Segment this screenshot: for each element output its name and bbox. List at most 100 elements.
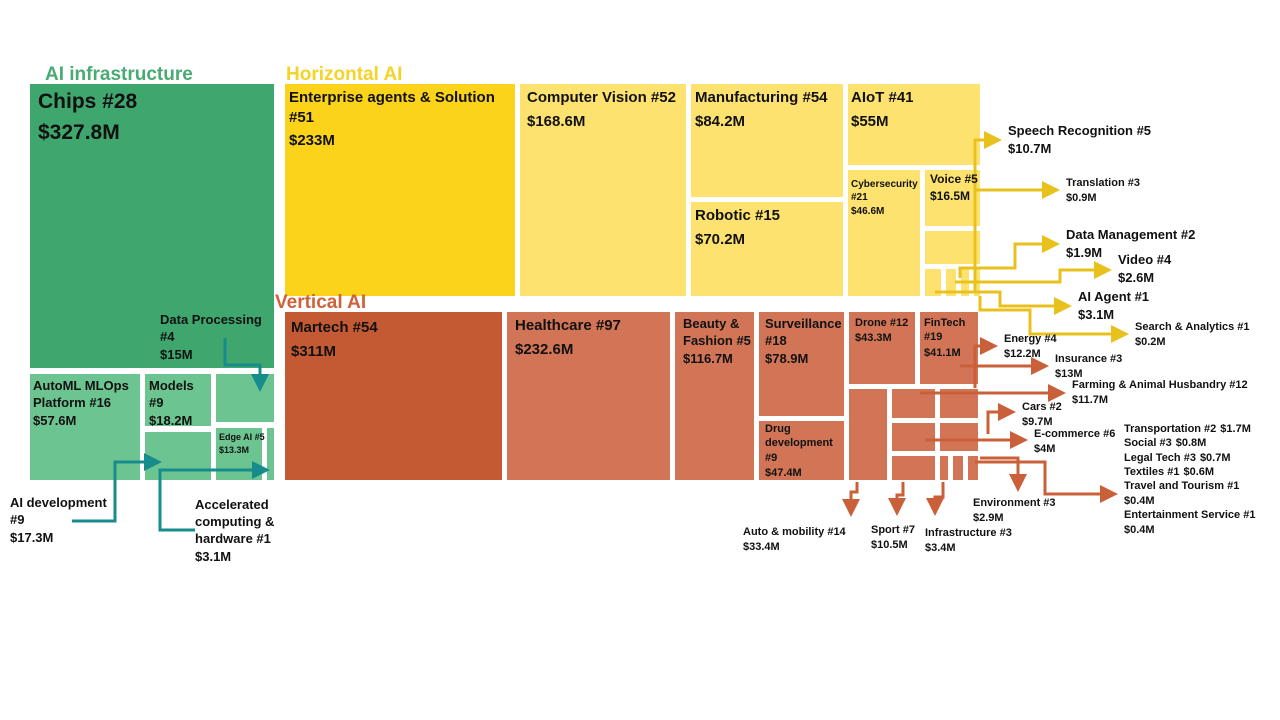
treemap-cell [846, 168, 922, 298]
node-name: Martech #54 [291, 319, 378, 336]
node-value: $2.6M [1118, 269, 1155, 285]
arrow [888, 482, 906, 516]
arrow [158, 461, 270, 532]
node-label: Auto & mobility #14 $33.4M [743, 525, 873, 555]
treemap-cell [938, 421, 980, 453]
arrow [986, 403, 1016, 434]
node-name: AI Agent #1 [1078, 289, 1150, 304]
node-name: AIoT #41 [851, 89, 914, 106]
node-value: $18.2M [149, 412, 193, 428]
node-value: $3.1M [195, 548, 232, 564]
node-value: $17.3M [10, 529, 54, 545]
node-label: FinTech #19 $41.1M [924, 316, 979, 360]
node-value: $46.6M [851, 206, 885, 217]
arrow [973, 181, 1060, 286]
node-value: $0.7M [1199, 452, 1231, 464]
node-name: Chips #28 [38, 90, 138, 113]
node-label: Video #4 $2.6M [1118, 252, 1198, 287]
arrow [955, 261, 1112, 284]
node-value: $0.6M [1183, 466, 1215, 478]
node-value: $70.2M [695, 230, 746, 248]
arrow [973, 337, 998, 388]
treemap-cell [923, 229, 982, 266]
node-label: AIoT #41 $55M [851, 88, 981, 131]
arrow [935, 290, 1072, 315]
node-name: Robotic #15 [695, 207, 781, 224]
node-label: Environment #3 $2.9M [973, 496, 1083, 526]
node-name: Surveillance #18 [765, 316, 842, 348]
treemap-cell [214, 372, 276, 424]
node-label: E-commerce #6 $4M [1034, 427, 1134, 457]
treemap-cell [846, 82, 982, 167]
node-label: Drone #12 $43.3M [855, 316, 915, 346]
node-label: Chips #28 $327.8M [38, 88, 268, 147]
node-name: Sport #7 [871, 524, 916, 536]
treemap-cell [890, 421, 937, 453]
treemap-cell [689, 82, 845, 199]
node-name: Voice #5 [930, 172, 978, 186]
node-value: $327.8M [38, 121, 120, 145]
node-value: $78.9M [765, 350, 809, 366]
node-label: Surveillance #18 $78.9M [765, 316, 855, 368]
treemap-cell [505, 310, 672, 482]
node-value: $15M [160, 346, 193, 362]
node-name: Entertainment Service #1 [1124, 509, 1256, 521]
node-value: $1.7M [1220, 423, 1251, 435]
node-name: Travel and Tourism #1 [1124, 480, 1240, 492]
node-value: $41.1M [924, 346, 961, 359]
node-label: Accelerated computing & hardware #1 $3.1M [195, 497, 285, 566]
arrow [975, 460, 1118, 503]
node-name: Manufacturing #54 [695, 89, 828, 106]
node-label: Entertainment Service #1 $0.4M [1124, 508, 1280, 538]
node-value: $33.4M [743, 541, 780, 554]
node-value: $55M [851, 112, 889, 130]
node-label: Travel and Tourism #1 $0.4M [1124, 479, 1274, 509]
arrow [980, 456, 1027, 492]
node-value: $0.2M [1135, 336, 1166, 349]
node-value: $11.7M [1072, 394, 1109, 407]
node-name: Infrastructure #3 [925, 527, 1012, 539]
node-name: Social #3 [1124, 437, 1172, 449]
node-label: Sport #7 $10.5M [871, 523, 931, 553]
node-name: Data Processing #4 [160, 312, 262, 344]
node-value: $1.9M [1066, 244, 1103, 260]
node-label: Data Processing #4 $15M [160, 312, 270, 364]
group-title: Horizontal AI [286, 64, 403, 85]
node-name: Cars #2 [1022, 401, 1062, 413]
node-value: $16.5M [930, 188, 971, 203]
node-name: Environment #3 [973, 497, 1056, 509]
node-label: AI Agent #1 $3.1M [1078, 289, 1178, 324]
node-label: Translation #3 $0.9M [1066, 176, 1186, 206]
node-label: AI development #9 $17.3M [10, 495, 120, 547]
treemap-cell [938, 454, 950, 482]
treemap-cell [890, 454, 937, 482]
node-label: AutoML MLOps Platform #16 $57.6M [33, 378, 133, 430]
node-label: Enterprise agents & Solution #51 $233M [289, 88, 514, 151]
arrow [978, 296, 1129, 343]
node-value: $232.6M [515, 340, 574, 358]
treemap-cell [847, 387, 889, 482]
node-label: Insurance #3 $13M [1055, 352, 1145, 382]
node-value: $0.4M [1124, 495, 1155, 508]
node-value: $84.2M [695, 112, 746, 130]
node-value: $233M [289, 132, 335, 149]
node-value: $311M [291, 342, 337, 360]
treemap-cell [757, 419, 846, 482]
node-name: Transportation #2 [1124, 423, 1217, 435]
node-name: Insurance #3 [1055, 353, 1123, 365]
node-label: Computer Vision #52 $168.6M [527, 88, 692, 131]
node-name: Drone #12 [855, 317, 909, 329]
node-label: Drug development #9 $47.4M [765, 422, 845, 480]
treemap-cell [923, 168, 982, 228]
treemap-cell [518, 82, 688, 298]
node-value: $2.9M [973, 512, 1004, 525]
node-name: Farming & Animal Husbandry #12 [1072, 379, 1248, 391]
treemap-cell [28, 82, 276, 370]
node-value: $47.4M [765, 466, 802, 479]
node-label: Cybersecurity #21 $46.6M [851, 178, 925, 218]
arrow [958, 235, 1060, 278]
node-name: Textiles #1 [1124, 466, 1180, 478]
node-label: Transportation #2 $1.7M [1124, 422, 1280, 436]
treemap-cell [265, 426, 276, 482]
